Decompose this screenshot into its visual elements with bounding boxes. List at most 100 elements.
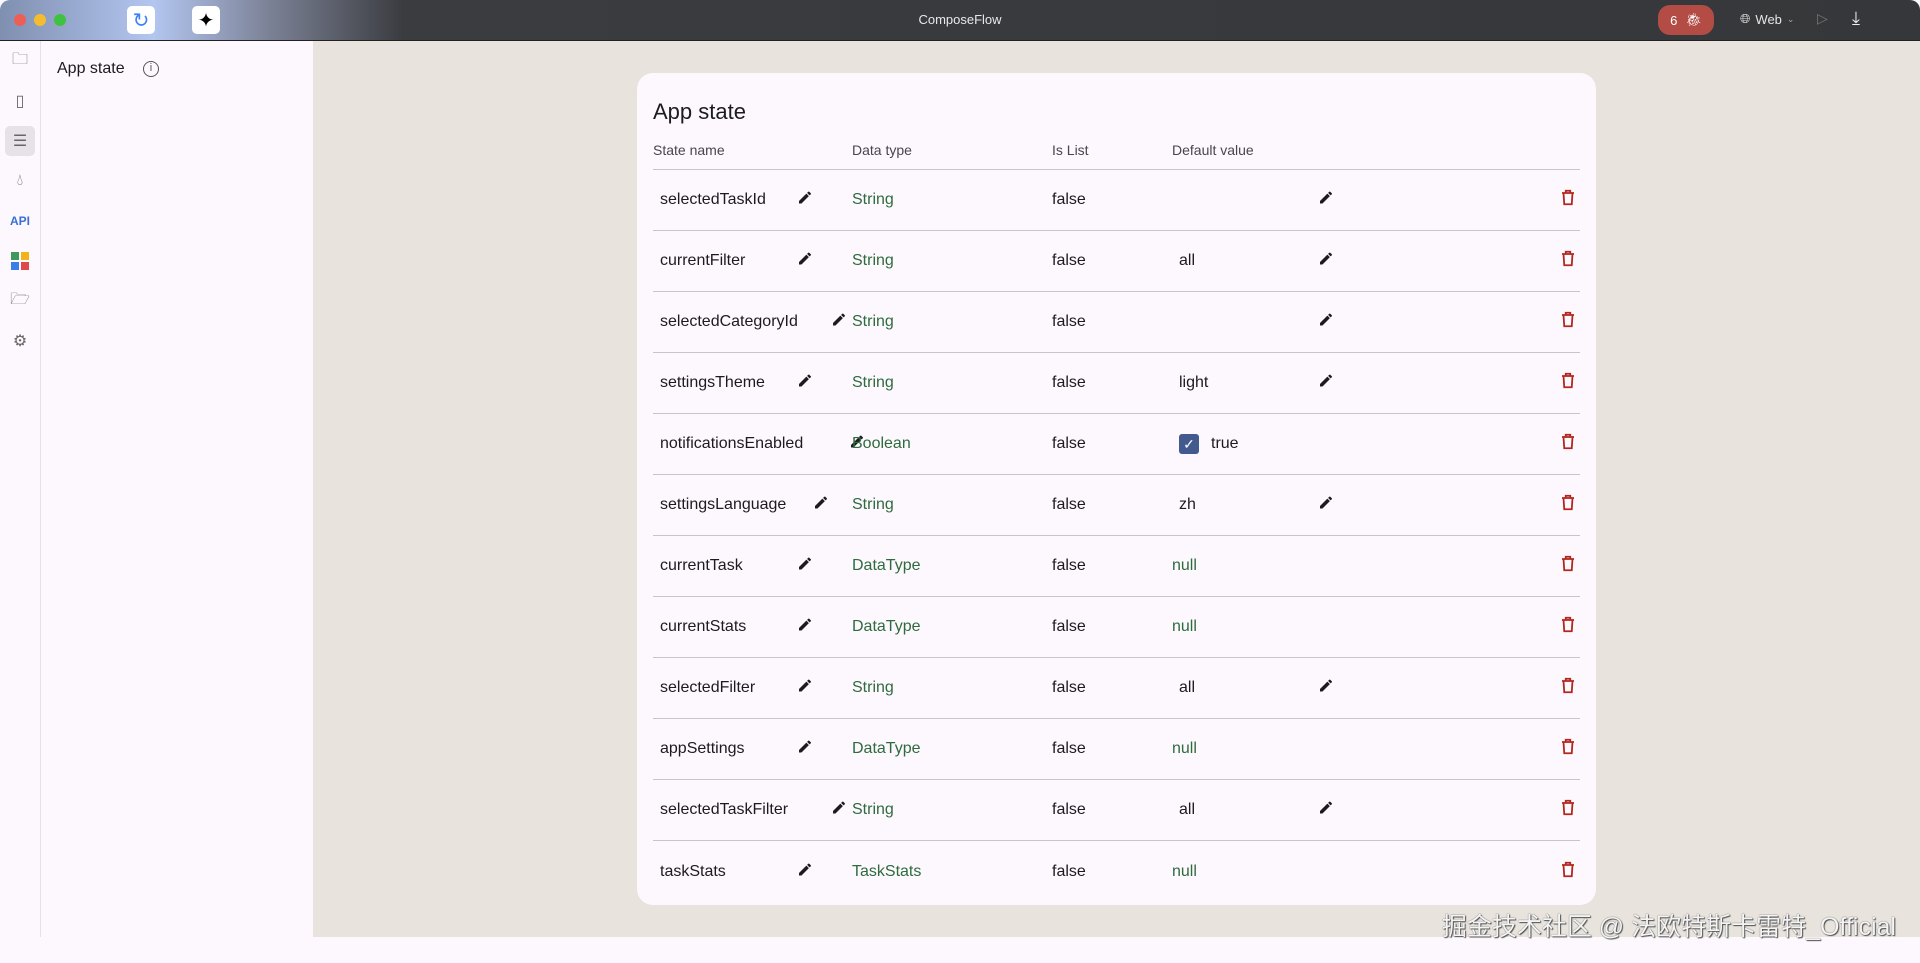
delete-trash-icon[interactable] [1559,433,1577,456]
ai-sparkle-icon[interactable]: ✦ [192,6,220,34]
api-icon[interactable]: API [9,214,30,228]
default-value: all [1179,679,1196,696]
theme-drop-icon[interactable]: 💧︎ [16,172,24,189]
assets-grid-icon[interactable] [5,246,35,276]
edit-name-pencil-icon[interactable] [797,861,813,882]
issues-badge[interactable]: 6 🐞︎ [1658,5,1714,35]
folder-file-icon[interactable]: 🗁 [10,290,30,308]
is-list: false [1052,862,1086,880]
is-list: false [1052,191,1086,208]
edit-default-pencil-icon[interactable] [1318,373,1334,394]
default-checkbox[interactable]: ✓ [1179,434,1199,454]
issues-count: 6 [1670,12,1678,28]
data-type[interactable]: String [852,374,894,391]
edit-name-pencil-icon[interactable] [797,617,813,638]
chevron-down-icon: ⌄ [1786,13,1795,24]
data-type[interactable]: String [852,801,894,818]
edit-name-pencil-icon[interactable] [813,495,829,516]
app-state-panel: App state i [41,41,313,937]
data-type[interactable]: DataType [852,618,921,635]
state-name: selectedFilter [660,679,756,696]
edit-name-pencil-icon[interactable] [849,434,865,455]
data-type[interactable]: String [852,191,894,208]
delete-trash-icon[interactable] [1559,311,1577,334]
edit-default-pencil-icon[interactable] [1318,251,1334,272]
table-row: selectedFilter String false all [653,658,1580,719]
default-value: null [1172,862,1197,880]
state-table: selectedTaskId String false currentFilte… [653,169,1580,902]
header-default-value: Default value [1172,142,1254,158]
edit-name-pencil-icon[interactable] [831,800,847,821]
edit-name-pencil-icon[interactable] [797,678,813,699]
data-type[interactable]: String [852,313,894,330]
download-icon[interactable]: ⤓ [1852,8,1860,28]
edit-name-pencil-icon[interactable] [797,373,813,394]
state-name: settingsTheme [660,374,765,391]
delete-trash-icon[interactable] [1559,799,1577,822]
default-value: light [1179,374,1209,391]
state-name: currentFilter [660,252,746,269]
default-value: all [1179,801,1196,818]
table-row: taskStats TaskStats false null [653,841,1580,902]
state-name: selectedTaskId [660,191,766,208]
delete-trash-icon[interactable] [1559,250,1577,273]
state-name: selectedTaskFilter [660,801,789,818]
delete-trash-icon[interactable] [1559,860,1577,883]
info-icon[interactable]: i [143,61,159,77]
state-name: appSettings [660,740,745,757]
is-list: false [1052,374,1086,391]
data-type[interactable]: String [852,679,894,696]
data-type[interactable]: Boolean [852,435,911,452]
edit-name-pencil-icon[interactable] [831,312,847,333]
table-row: selectedCategoryId String false [653,292,1580,353]
edit-name-pencil-icon[interactable] [797,251,813,272]
delete-trash-icon[interactable] [1559,616,1577,639]
data-type[interactable]: DataType [852,740,921,757]
delete-trash-icon[interactable] [1559,372,1577,395]
delete-trash-icon[interactable] [1559,677,1577,700]
table-row: selectedTaskId String false [653,170,1580,231]
gear-icon[interactable]: ⚙ [12,333,28,350]
default-value: null [1172,740,1197,757]
table-row: selectedTaskFilter String false all [653,780,1580,841]
state-name: notificationsEnabled [660,435,804,452]
table-row: currentFilter String false all [653,231,1580,292]
table-row: settingsTheme String false light [653,353,1580,414]
default-value: zh [1179,496,1196,513]
edit-default-pencil-icon[interactable] [1318,190,1334,211]
delete-trash-icon[interactable] [1559,494,1577,517]
maximize-window-button[interactable] [54,14,66,26]
data-type[interactable]: DataType [852,557,921,574]
folder-edit-icon[interactable]: 🗀 [11,50,28,68]
is-list: false [1052,679,1086,696]
close-window-button[interactable] [14,14,26,26]
edit-default-pencil-icon[interactable] [1318,312,1334,333]
header-is-list: Is List [1052,142,1089,158]
edit-name-pencil-icon[interactable] [797,739,813,760]
is-list: false [1052,435,1086,452]
layout-panel-icon[interactable]: ▯ [15,93,25,110]
run-icon[interactable]: ▷ [1817,10,1828,26]
target-selector[interactable]: 🌐︎ Web ⌄ [1740,11,1794,27]
table-row: appSettings DataType false null [653,719,1580,780]
data-type[interactable]: String [852,252,894,269]
delete-trash-icon[interactable] [1559,189,1577,212]
edit-default-pencil-icon[interactable] [1318,495,1334,516]
edit-name-pencil-icon[interactable] [797,556,813,577]
state-name: currentStats [660,618,747,635]
edit-name-pencil-icon[interactable] [797,190,813,211]
database-icon[interactable]: ☰ [5,126,35,156]
data-type[interactable]: String [852,496,894,513]
state-name: currentTask [660,557,743,574]
data-type[interactable]: TaskStats [852,862,922,880]
edit-default-pencil-icon[interactable] [1318,678,1334,699]
is-list: false [1052,252,1086,269]
is-list: false [1052,618,1086,635]
edit-default-pencil-icon[interactable] [1318,800,1334,821]
default-value: null [1172,557,1197,574]
delete-trash-icon[interactable] [1559,738,1577,761]
delete-trash-icon[interactable] [1559,555,1577,578]
minimize-window-button[interactable] [34,14,46,26]
refresh-icon[interactable]: ↻ [127,6,155,34]
app-state-card: App state State name Data type Is List D… [637,73,1596,905]
